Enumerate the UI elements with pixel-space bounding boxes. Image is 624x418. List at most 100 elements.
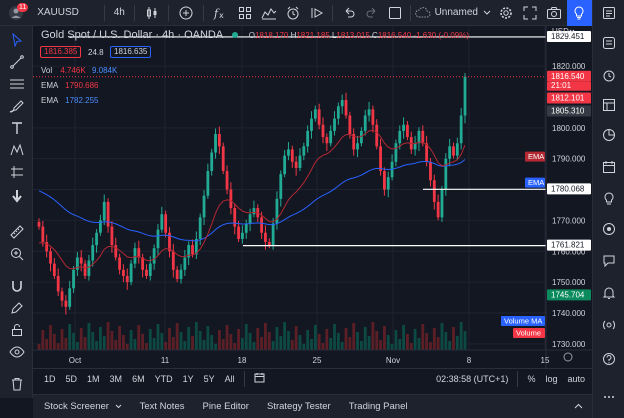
lock-drawings-tool[interactable]: [0, 319, 33, 341]
magnet-tool[interactable]: [0, 275, 33, 297]
range-1d[interactable]: 1D: [44, 373, 56, 384]
percent-toggle[interactable]: %: [527, 373, 536, 384]
templates-button[interactable]: [233, 0, 256, 26]
volume-bar: [248, 333, 252, 350]
symbol-description[interactable]: Gold Spot / U.S. Dollar: [41, 29, 153, 41]
stay-drawing-tool[interactable]: [0, 297, 33, 319]
layout-button[interactable]: [384, 0, 405, 26]
tab-stock-screener[interactable]: Stock Screener: [35, 401, 131, 412]
range-ytd[interactable]: YTD: [154, 373, 173, 384]
compare-button[interactable]: [173, 0, 198, 26]
widget-broadcast-button[interactable]: [593, 312, 624, 338]
volume-bar: [37, 344, 41, 350]
widget-watchlist-button[interactable]: [593, 0, 624, 26]
measure-tool[interactable]: [0, 221, 33, 243]
user-menu-button[interactable]: 11: [0, 0, 31, 26]
tab-text-notes[interactable]: Text Notes: [139, 401, 185, 412]
volume-bar: [221, 339, 225, 350]
sell-button[interactable]: 1816.385: [40, 46, 82, 58]
high-value: 1821.185: [296, 31, 330, 40]
divider: [409, 4, 411, 21]
widget-notifications-button[interactable]: [593, 280, 624, 306]
open-label: O: [248, 31, 255, 40]
volume-bar: [371, 322, 375, 350]
range-all[interactable]: All: [224, 373, 235, 384]
timezone-clock[interactable]: 02:38:58 (UTC+1): [436, 373, 509, 384]
range-3m[interactable]: 3M: [109, 373, 123, 384]
volume-bar: [125, 344, 129, 350]
text-tool[interactable]: [0, 117, 33, 139]
vol-label: Vol: [41, 66, 53, 75]
divider: [332, 4, 334, 21]
chevron-up-icon: [574, 403, 583, 409]
widget-more-button[interactable]: [593, 384, 624, 410]
hide-drawings-tool[interactable]: [0, 341, 33, 363]
horizontal-lines-tool[interactable]: [0, 73, 33, 95]
alert-button[interactable]: [282, 0, 305, 26]
tab-pine-editor[interactable]: Pine Editor: [202, 401, 249, 412]
currency-selector[interactable]: USD: [552, 27, 575, 36]
candle-body: [152, 248, 156, 264]
volume-bar: [417, 338, 421, 350]
save-layout-button[interactable]: Unnamed: [414, 0, 495, 26]
widget-streams-button[interactable]: [593, 216, 624, 242]
snapshot-button[interactable]: [541, 0, 566, 26]
settings-button[interactable]: [495, 0, 518, 26]
candle-style-button[interactable]: [139, 0, 164, 26]
price-chart[interactable]: 1820.0001800.0001790.0001780.0001770.000…: [33, 26, 592, 368]
hline-price-tag-bg: [547, 183, 591, 195]
interval-button[interactable]: 4h: [109, 0, 130, 26]
countdown-tag-bg: [547, 81, 591, 91]
brush-tool[interactable]: [0, 95, 33, 117]
ema-fast-line: [38, 129, 466, 270]
range-5d[interactable]: 5D: [65, 373, 78, 384]
volume-bar: [102, 336, 106, 350]
widget-hotlist-button[interactable]: [593, 122, 624, 148]
widget-calendar-button[interactable]: [593, 154, 624, 180]
widget-alerts-button[interactable]: [593, 62, 624, 88]
tab-strategy-tester[interactable]: Strategy Tester: [266, 401, 331, 412]
log-toggle[interactable]: log: [545, 373, 558, 384]
widget-watchlist-button[interactable]: [593, 30, 624, 56]
fullscreen-button[interactable]: [518, 0, 541, 26]
candle-body: [421, 130, 425, 144]
range-5y[interactable]: 5Y: [203, 373, 215, 384]
arrow-down-icon: [11, 190, 22, 203]
widget-data-window-button[interactable]: [593, 92, 624, 118]
widget-ideas-button[interactable]: [593, 186, 624, 212]
prediction-tool[interactable]: [0, 161, 33, 183]
strategies-button[interactable]: [256, 0, 281, 26]
range-1m[interactable]: 1M: [87, 373, 100, 384]
buy-button[interactable]: 1816.635: [110, 46, 152, 58]
lock-icon: [11, 324, 22, 336]
candle-body: [459, 115, 463, 144]
undo-button[interactable]: [337, 0, 360, 26]
range-6m[interactable]: 6M: [132, 373, 145, 384]
widget-chats-button[interactable]: [593, 248, 624, 274]
help-circle-icon: [603, 353, 615, 365]
collapse-panel-button[interactable]: [565, 401, 592, 412]
chart-settings-button[interactable]: [563, 352, 573, 362]
redo-button[interactable]: [361, 0, 384, 26]
range-1y[interactable]: 1Y: [182, 373, 194, 384]
go-to-date-button[interactable]: [249, 372, 270, 385]
pattern-tool[interactable]: [0, 139, 33, 161]
cursor-tool[interactable]: [0, 29, 33, 51]
volume-bar: [432, 328, 436, 350]
candle-body: [279, 174, 283, 199]
extend-tools[interactable]: [0, 185, 33, 207]
symbol-search-button[interactable]: XAUUSD: [31, 0, 99, 26]
tab-trading-panel[interactable]: Trading Panel: [348, 401, 408, 412]
trend-line-tool[interactable]: [0, 51, 33, 73]
zoom-tool[interactable]: [0, 243, 33, 265]
volume-bar: [425, 333, 429, 350]
widget-help-button[interactable]: [593, 346, 624, 372]
replay-button[interactable]: [305, 0, 328, 26]
horizontal-lines[interactable]: [69, 36, 546, 247]
volume-bar: [194, 322, 198, 350]
auto-toggle[interactable]: auto: [567, 373, 585, 384]
candle-body: [68, 288, 72, 307]
remove-drawings-tool[interactable]: [0, 373, 33, 395]
publish-idea-button[interactable]: [566, 0, 592, 26]
